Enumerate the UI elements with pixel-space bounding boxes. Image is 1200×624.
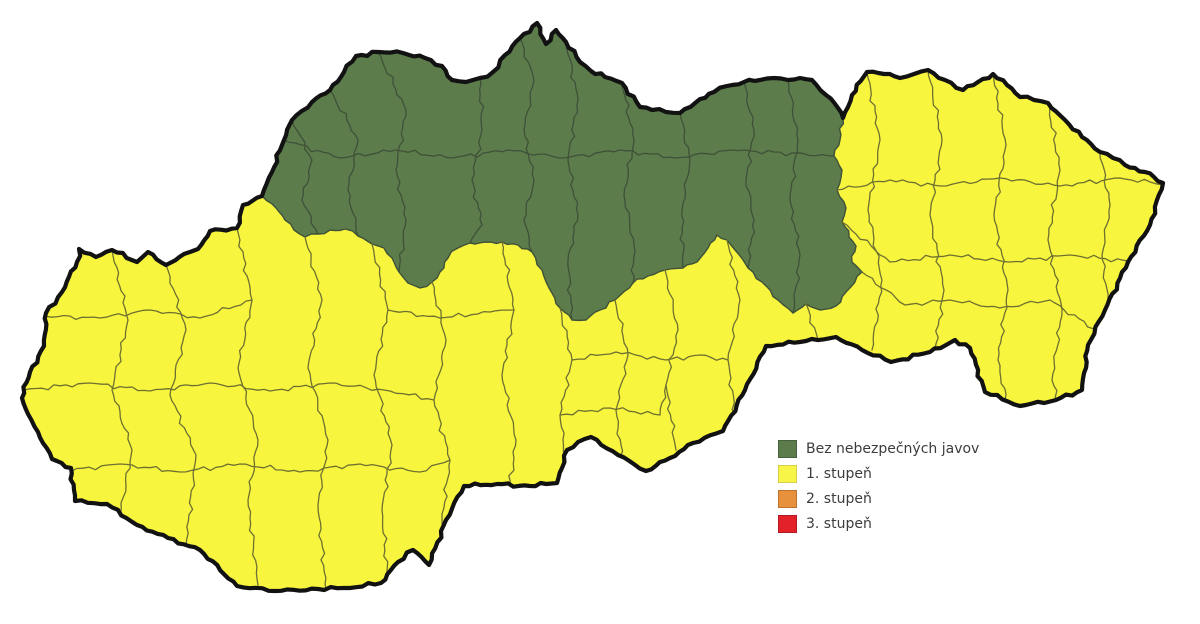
- district-border: [377, 51, 407, 273]
- district-border: [679, 112, 691, 269]
- district-border: [304, 236, 329, 591]
- district-border: [469, 77, 485, 244]
- legend-item-label: 1. stupeň: [806, 466, 872, 482]
- legend-item-level-3: 3. stupeň: [778, 515, 979, 533]
- district-border: [283, 139, 835, 159]
- district-border: [57, 459, 451, 473]
- district-border: [39, 299, 253, 321]
- district-border: [1099, 151, 1111, 301]
- district-borders-level-1: [23, 69, 1163, 591]
- district-border: [621, 82, 636, 284]
- district-border: [565, 41, 579, 321]
- district-border: [1047, 102, 1063, 409]
- district-border: [841, 221, 1136, 263]
- legend-item-label: Bez nebezpečných javov: [806, 441, 980, 457]
- district-border: [836, 177, 1163, 191]
- district-border: [866, 71, 883, 351]
- district-border: [236, 227, 259, 586]
- district-border: [519, 37, 535, 253]
- district-border: [371, 243, 393, 586]
- district-border: [23, 382, 435, 401]
- district-border: [329, 89, 359, 237]
- legend-item-level-1: 1. stupeň: [778, 465, 979, 483]
- legend-item-label: 2. stupeň: [806, 491, 872, 507]
- district-border: [387, 309, 515, 319]
- district-border: [559, 384, 667, 416]
- legend-item-label: 3. stupeň: [806, 516, 872, 532]
- map-legend: Bez nebezpečných javov 1. stupeň 2. stup…: [778, 440, 979, 540]
- district-border: [165, 264, 197, 546]
- district-border: [787, 79, 801, 314]
- district-border: [111, 249, 133, 516]
- district-border: [571, 351, 729, 361]
- level-3-swatch: [778, 515, 797, 533]
- district-border: [614, 299, 629, 476]
- map-regions: [23, 23, 1163, 591]
- district-border: [927, 69, 945, 356]
- legend-item-level-2: 2. stupeň: [778, 490, 979, 508]
- district-border: [743, 81, 756, 269]
- district-border: [992, 73, 1009, 413]
- no-warning-swatch: [778, 440, 797, 458]
- level-2-swatch: [778, 490, 797, 508]
- district-border: [501, 241, 517, 501]
- district-border: [726, 239, 741, 441]
- district-border: [291, 119, 319, 235]
- district-border: [861, 271, 1099, 333]
- country-outline: [19, 20, 1166, 594]
- legend-item-no-warning: Bez nebezpečných javov: [778, 440, 979, 458]
- district-borders-no-warning: [283, 37, 835, 321]
- level-1-swatch: [778, 465, 797, 483]
